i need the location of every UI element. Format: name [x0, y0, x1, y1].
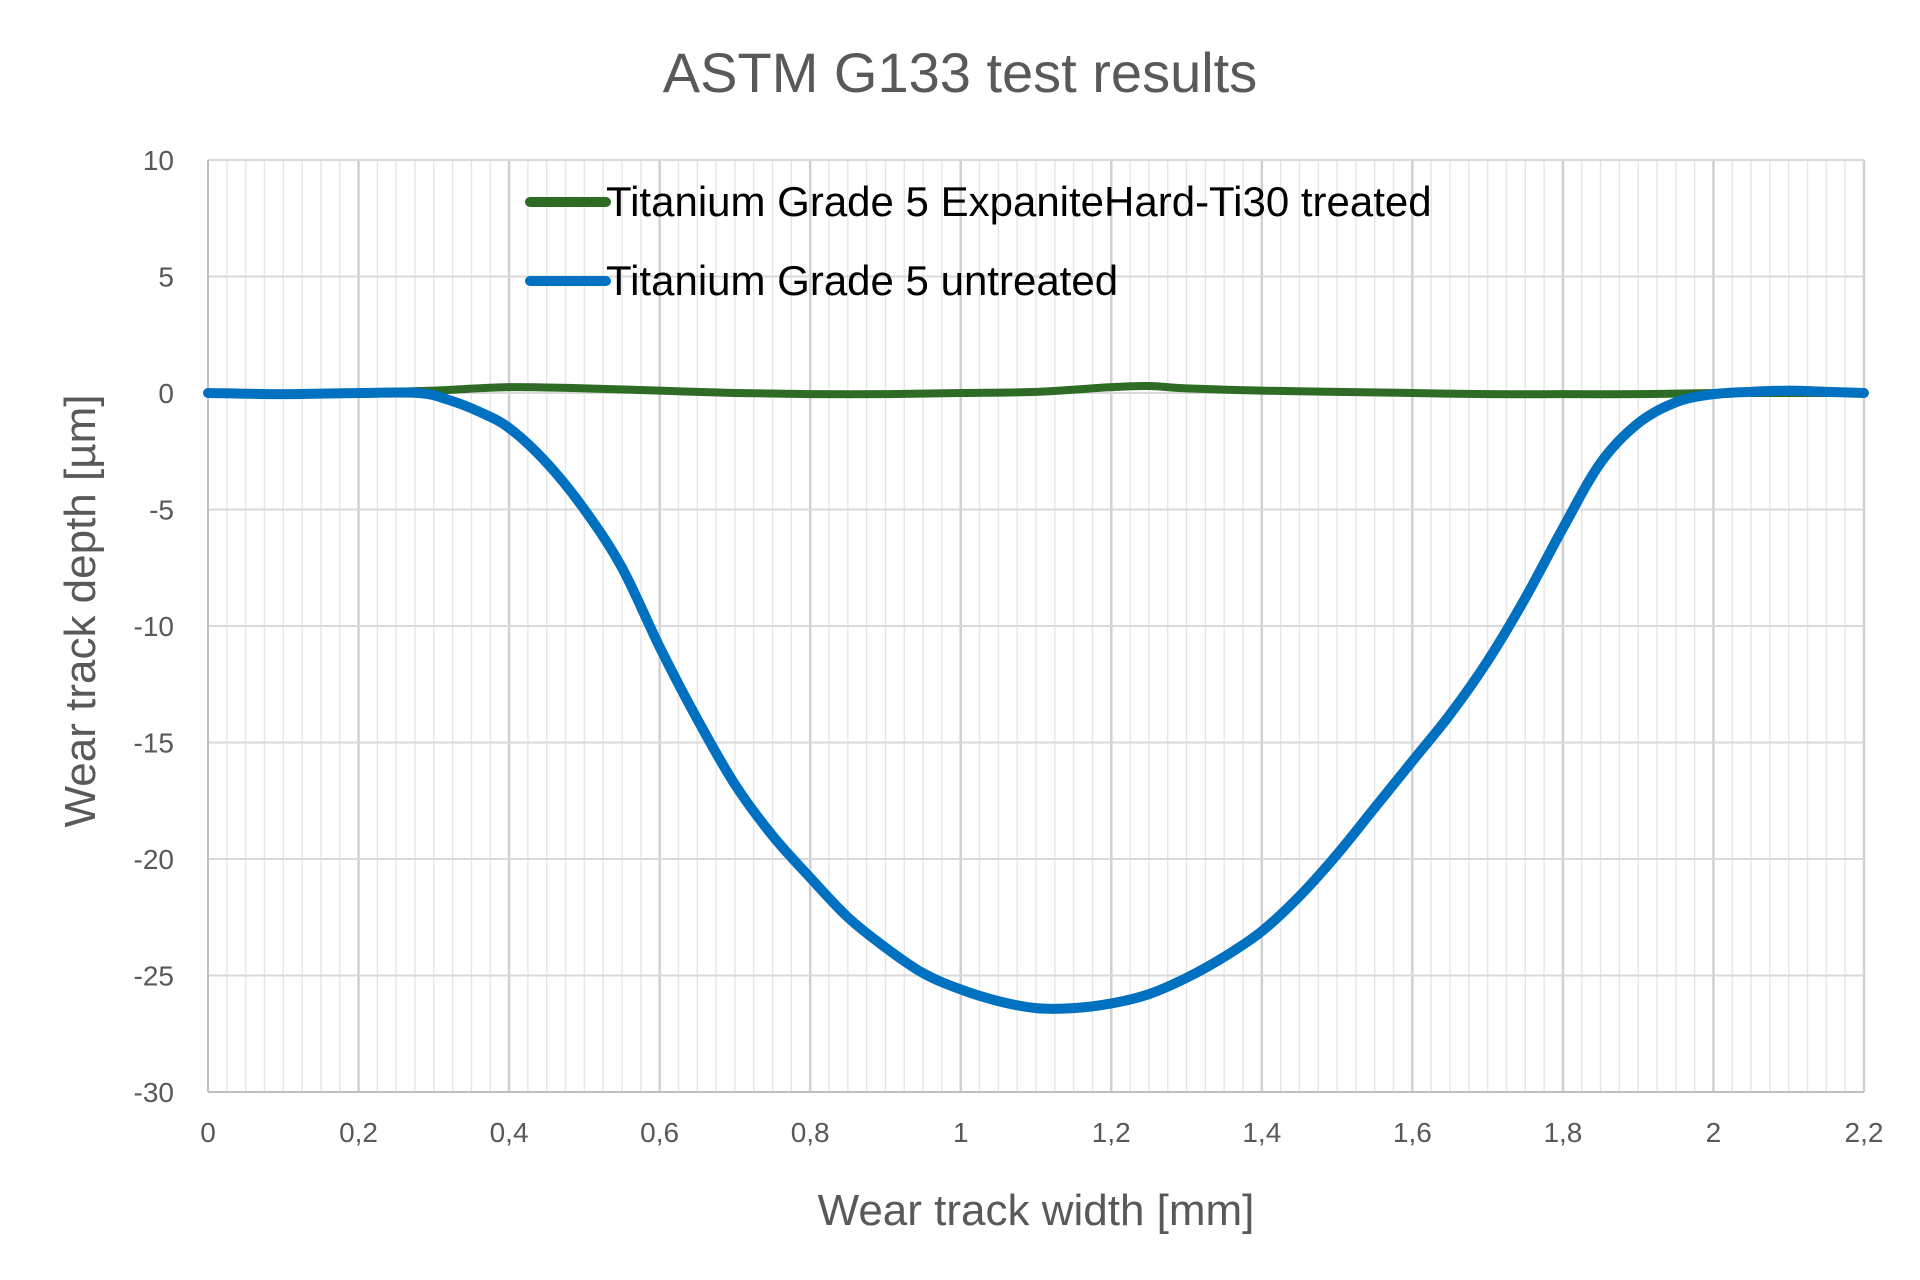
- x-tick-label: 2,2: [1845, 1117, 1884, 1148]
- series-line-treated: [204, 381, 1868, 399]
- x-tick-label: 0,8: [791, 1117, 830, 1148]
- series-lines: [203, 381, 1869, 1014]
- legend-label: Titanium Grade 5 ExpaniteHard-Ti30 treat…: [606, 178, 1432, 225]
- grid: [208, 159, 1866, 1092]
- chart-title: ASTM G133 test results: [663, 41, 1257, 104]
- x-axis-title: Wear track width [mm]: [818, 1186, 1255, 1235]
- x-tick-label: 1,2: [1092, 1117, 1131, 1148]
- y-tick-label: 5: [158, 262, 174, 293]
- x-tick-label: 1,4: [1242, 1117, 1281, 1148]
- legend-label: Titanium Grade 5 untreated: [606, 257, 1118, 304]
- y-tick-label: -20: [134, 844, 174, 875]
- series-line-untreated: [203, 385, 1869, 1014]
- x-tick-label: 0,4: [490, 1117, 529, 1148]
- x-tick-label: 0,6: [640, 1117, 679, 1148]
- legend: Titanium Grade 5 ExpaniteHard-Ti30 treat…: [525, 178, 1432, 304]
- y-tick-label: -30: [134, 1077, 174, 1108]
- y-tick-label: -25: [134, 961, 174, 992]
- y-axis-title: Wear track depth [µm]: [56, 395, 105, 828]
- x-tick-label: 0,2: [339, 1117, 378, 1148]
- x-tick-label: 2: [1706, 1117, 1722, 1148]
- x-tick-label: 1,6: [1393, 1117, 1432, 1148]
- x-tick-label: 0: [200, 1117, 216, 1148]
- y-tick-label: -5: [149, 495, 174, 526]
- x-tick-label: 1: [953, 1117, 969, 1148]
- y-tick-label: -10: [134, 611, 174, 642]
- y-tick-label: 10: [143, 145, 174, 176]
- axes: 0 0,2 0,4 0,6 0,8 1 1,2 1,4 1,6 1,8 2 2,2 10 5 0 -5 -10 -…: [134, 145, 1884, 1148]
- y-tick-label: 0: [158, 378, 174, 409]
- y-tick-label: -15: [134, 728, 174, 759]
- x-tick-label: 1,8: [1543, 1117, 1582, 1148]
